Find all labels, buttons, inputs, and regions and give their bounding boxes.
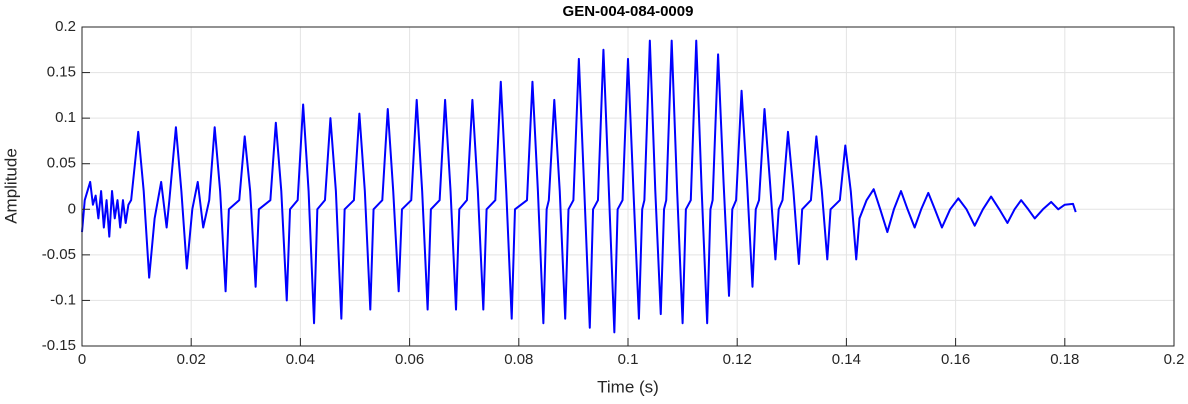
y-tick-label: -0.15 [42, 337, 76, 354]
y-tick-label: -0.05 [42, 246, 76, 263]
y-tick-label: 0.15 [47, 64, 76, 81]
x-tick-label: 0.18 [1050, 351, 1079, 368]
x-tick-label: 0.12 [723, 351, 752, 368]
x-tick-label: 0.02 [177, 351, 206, 368]
plot [81, 39, 1077, 334]
y-tick-label: 0 [68, 200, 76, 217]
chart-title: GEN-004-084-0009 [563, 3, 694, 20]
y-axis-label: Amplitude [1, 148, 20, 224]
x-axis-label: Time (s) [597, 377, 659, 396]
y-tick-label: -0.1 [50, 291, 76, 308]
waveform-line [81, 39, 1077, 334]
y-tick-label: 0.2 [55, 18, 76, 35]
x-tick-label: 0 [78, 351, 86, 368]
x-tick-label: 0.1 [618, 351, 639, 368]
x-tick-label: 0.14 [832, 351, 861, 368]
y-tick-label: 0.1 [55, 109, 76, 126]
x-tick-label: 0.04 [286, 351, 315, 368]
x-tick-label: 0.06 [395, 351, 424, 368]
x-tick-label: 0.08 [504, 351, 533, 368]
x-tick-label: 0.16 [941, 351, 970, 368]
x-tick-label: 0.2 [1164, 351, 1185, 368]
y-tick-label: 0.05 [47, 155, 76, 172]
